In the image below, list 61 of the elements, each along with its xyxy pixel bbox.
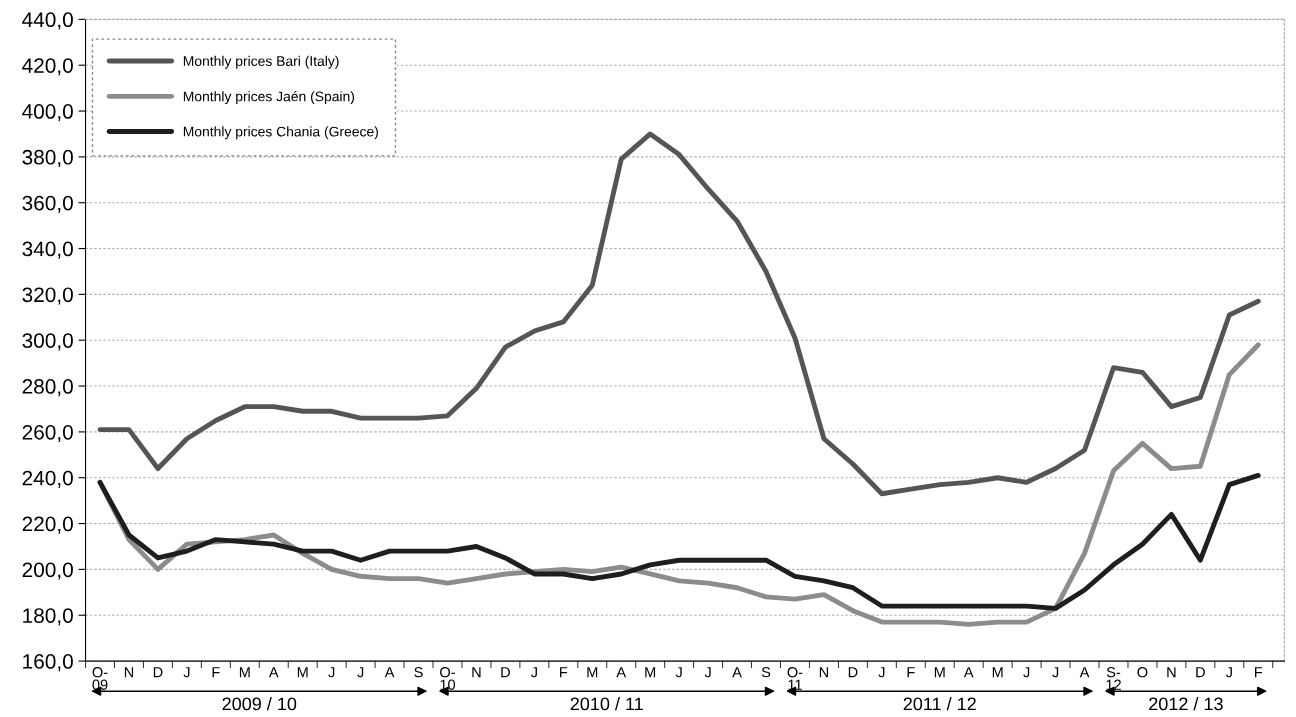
- x-tick-label: M: [934, 667, 945, 678]
- y-tick-label: 300,0: [22, 333, 73, 351]
- text: 2011 / 12: [903, 697, 976, 711]
- x-tick-label: F: [907, 667, 915, 678]
- x-tick-label: S: [761, 667, 771, 678]
- x-tick-label: M: [239, 667, 250, 678]
- x-tick-label: M: [297, 667, 308, 678]
- x-tick-label: D: [848, 667, 858, 678]
- y-tick-label: 280,0: [22, 379, 73, 397]
- x-tick-label: A: [268, 667, 279, 678]
- x-tick-label: M: [992, 667, 1003, 678]
- y-tick-label: 320,0: [22, 287, 73, 305]
- x-tick-label: M: [645, 667, 656, 678]
- y-tick-label: 360,0: [22, 195, 73, 213]
- y-tick-label: 260,0: [22, 424, 73, 443]
- x-tick-label: N: [124, 667, 134, 678]
- text: 2010 / 11: [570, 697, 643, 711]
- x-tick-label: O: [1137, 667, 1148, 678]
- text: 2009 / 10: [222, 697, 297, 711]
- x-tick-label: N: [819, 667, 828, 678]
- y-tick-label: 160,0: [23, 654, 73, 672]
- x-tick-label: J: [357, 667, 364, 678]
- x-tick-label: J: [675, 667, 682, 678]
- x-tick-label: J: [328, 667, 335, 678]
- x-tick-label: A: [1079, 667, 1090, 678]
- x-tick-label: J: [1023, 667, 1030, 678]
- x-tick-label: A: [732, 667, 742, 678]
- x-tick-label: J: [878, 667, 885, 678]
- x-tick-label: F: [1255, 667, 1263, 678]
- y-tick-label: 420,0: [22, 58, 73, 76]
- text: 2012 / 13: [1149, 697, 1223, 711]
- x-tick-label: J: [183, 667, 190, 678]
- y-tick-label: 380,0: [22, 149, 73, 168]
- line-series: [97, 473, 1261, 611]
- x-tick-label: O- 09: [92, 667, 108, 690]
- x-tick-label: D: [1196, 667, 1205, 678]
- x-tick-label: J: [1052, 667, 1059, 678]
- x-tick-label: J: [1225, 667, 1232, 678]
- x-tick-label: N: [472, 667, 481, 678]
- x-tick-label: D: [501, 667, 510, 678]
- y-tick-label: 340,0: [22, 241, 73, 259]
- legend-label: Monthly prices Jaén (Spain): [183, 90, 355, 105]
- x-tick-label: J: [530, 667, 537, 678]
- x-tick-label: N: [1167, 667, 1176, 678]
- x-tick-label: J: [704, 667, 711, 678]
- y-tick-label: 180,0: [23, 608, 73, 626]
- y-tick-label: 400,0: [22, 104, 73, 122]
- x-tick-label: F: [212, 667, 220, 678]
- y-tick-label: 200,0: [22, 562, 73, 580]
- x-tick-label: M: [587, 667, 598, 678]
- legend-label: Monthly prices Chania (Greece): [183, 126, 378, 140]
- x-tick-label: A: [963, 667, 974, 678]
- y-tick-label: 440,0: [22, 12, 73, 30]
- y-tick-label: 240,0: [22, 470, 73, 488]
- legend-label: Monthly prices Bari (Italy): [183, 55, 339, 69]
- x-tick-label: A: [616, 667, 627, 678]
- x-tick-label: S: [414, 667, 423, 678]
- y-tick-label: 220,0: [22, 516, 73, 534]
- x-tick-label: A: [384, 667, 395, 678]
- x-tick-label: D: [153, 667, 163, 678]
- x-tick-label: F: [560, 667, 568, 678]
